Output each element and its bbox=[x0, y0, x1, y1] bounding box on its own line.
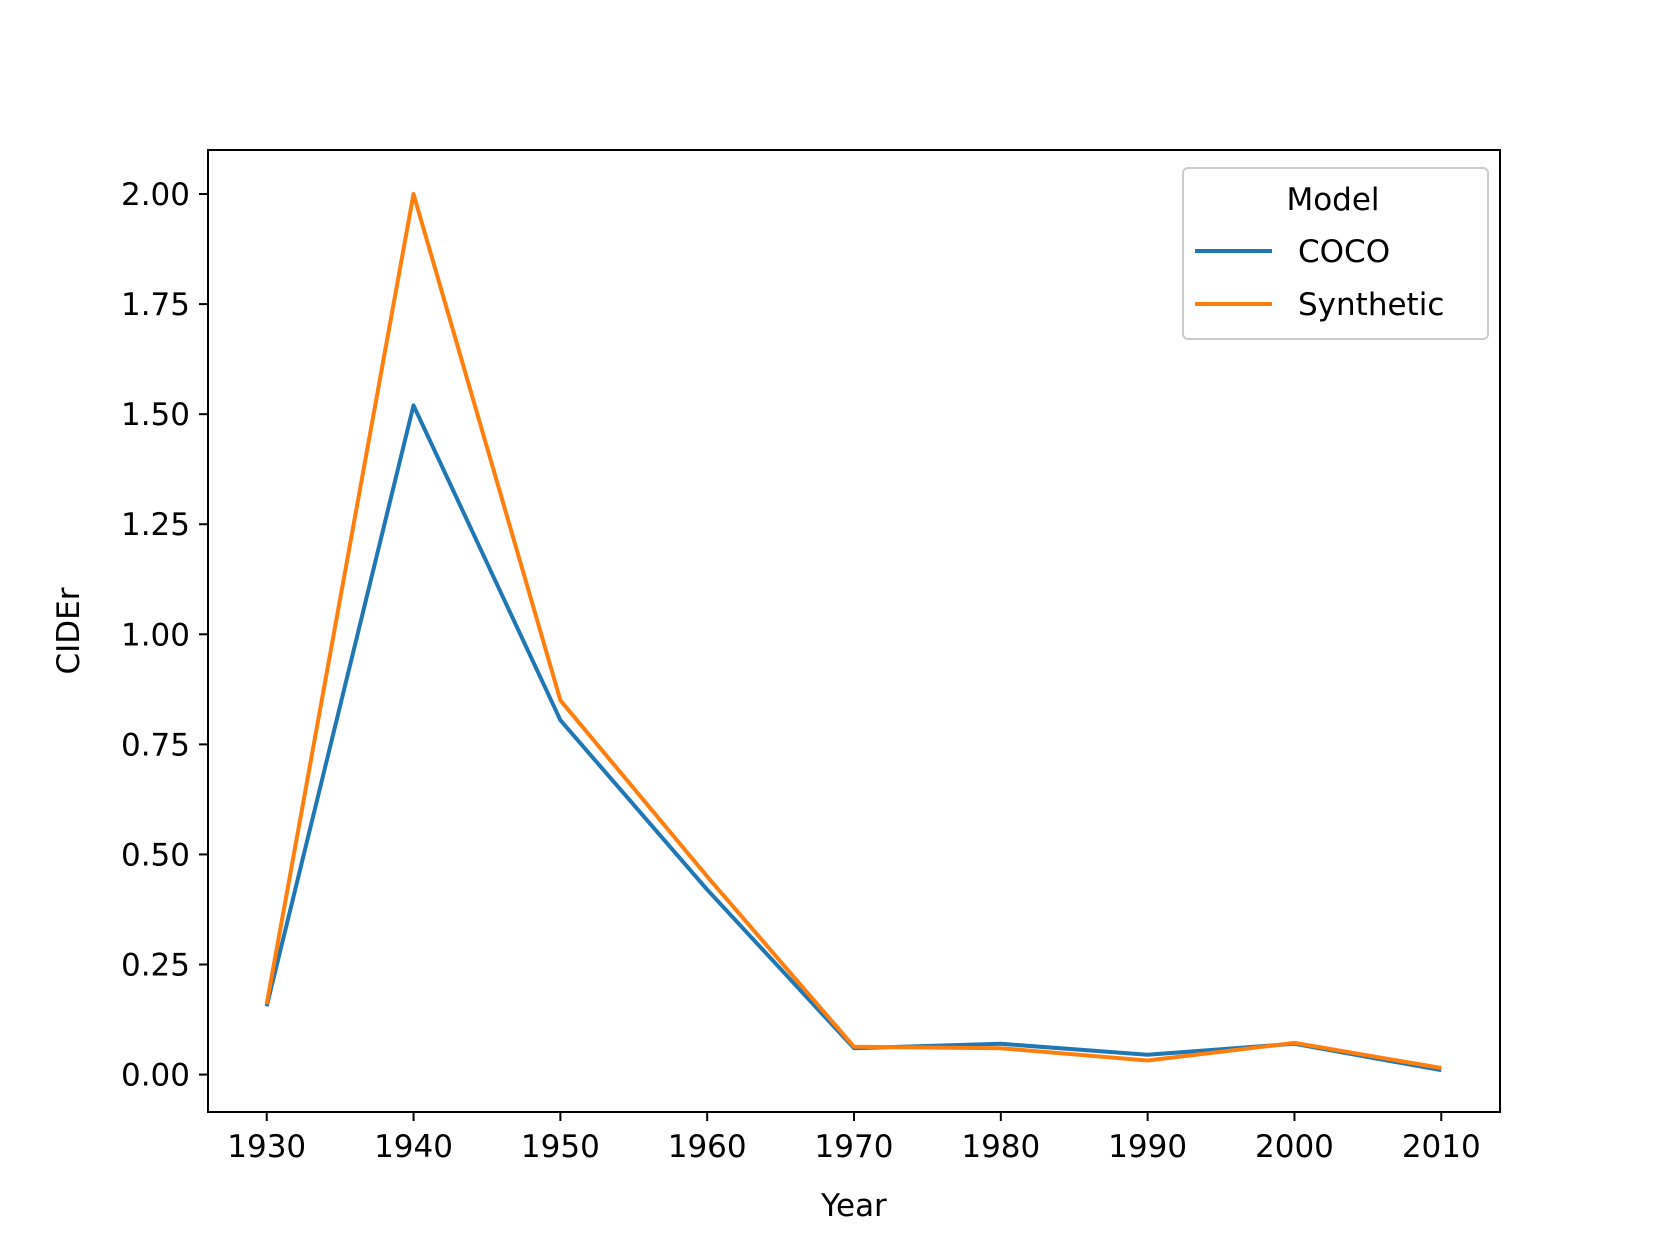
y-tick-label: 1.25 bbox=[121, 507, 190, 543]
x-tick-label: 1930 bbox=[227, 1129, 306, 1165]
x-axis-label: Year bbox=[820, 1188, 887, 1224]
x-tick-label: 1970 bbox=[815, 1129, 894, 1165]
y-tick-label: 0.00 bbox=[121, 1058, 190, 1094]
y-axis: 0.00 0.25 0.50 0.75 1.00 1.25 1.50 1.75 2.00 bbox=[121, 177, 208, 1094]
y-tick-label: 2.00 bbox=[121, 177, 190, 213]
legend-box bbox=[1182, 167, 1489, 340]
x-tick-label: 1980 bbox=[961, 1129, 1040, 1165]
x-axis: 1930 1940 1950 1960 1970 1980 1990 2000 2010 bbox=[227, 1112, 1481, 1165]
y-tick-label: 1.00 bbox=[121, 617, 190, 653]
legend-entry-synthetic: Synthetic bbox=[1298, 287, 1444, 323]
x-tick-label: 1960 bbox=[668, 1129, 747, 1165]
x-tick-label: 2000 bbox=[1255, 1129, 1334, 1165]
legend-title: Model bbox=[1286, 182, 1379, 218]
x-tick-label: 1990 bbox=[1108, 1129, 1187, 1165]
legend: Model COCO Synthetic bbox=[1182, 167, 1489, 340]
y-axis-label: CIDEr bbox=[51, 587, 87, 674]
y-tick-label: 0.75 bbox=[121, 727, 190, 763]
y-tick-label: 0.50 bbox=[121, 837, 190, 873]
y-tick-label: 1.75 bbox=[121, 287, 190, 323]
y-tick-label: 0.25 bbox=[121, 948, 190, 984]
y-tick-label: 1.50 bbox=[121, 397, 190, 433]
x-tick-label: 1950 bbox=[521, 1129, 600, 1165]
legend-entry-coco: COCO bbox=[1298, 234, 1390, 270]
series-layer bbox=[264, 192, 1442, 1073]
x-tick-label: 2010 bbox=[1402, 1129, 1481, 1165]
x-tick-label: 1940 bbox=[374, 1129, 453, 1165]
series-line-synthetic bbox=[264, 192, 1442, 1070]
